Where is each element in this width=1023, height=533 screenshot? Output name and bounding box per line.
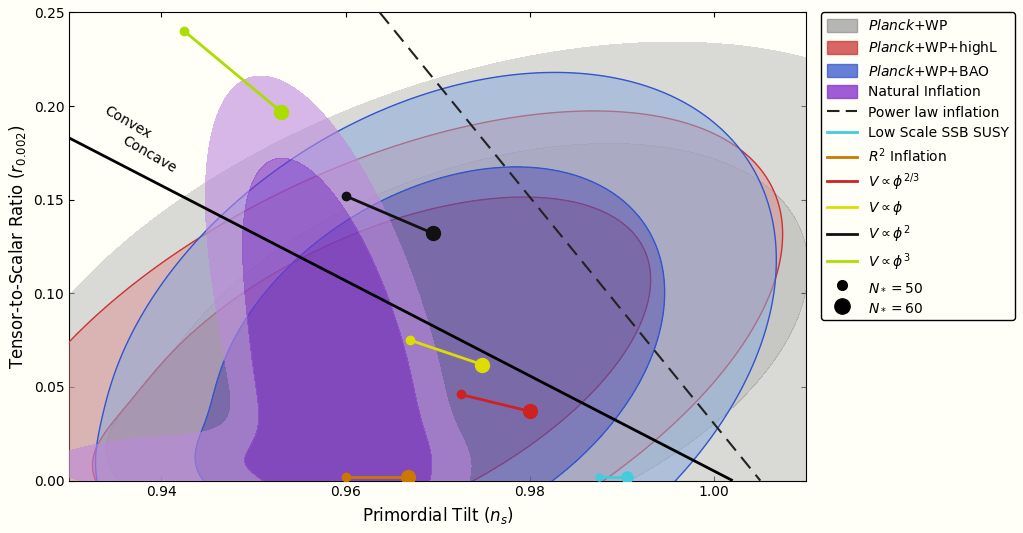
Y-axis label: Tensor-to-Scalar Ratio ($r_{0.002}$): Tensor-to-Scalar Ratio ($r_{0.002}$) bbox=[7, 124, 28, 369]
Text: Concave: Concave bbox=[120, 133, 179, 175]
X-axis label: Primordial Tilt ($n_s$): Primordial Tilt ($n_s$) bbox=[362, 505, 514, 526]
Legend: $\mathit{Planck}$+WP, $\mathit{Planck}$+WP+highL, $\mathit{Planck}$+WP+BAO, Natu: $\mathit{Planck}$+WP, $\mathit{Planck}$+… bbox=[821, 12, 1015, 320]
Text: Convex: Convex bbox=[101, 103, 153, 142]
